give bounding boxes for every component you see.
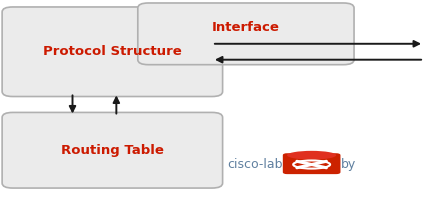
Ellipse shape: [287, 151, 336, 160]
Text: Routing Table: Routing Table: [61, 144, 164, 157]
FancyBboxPatch shape: [2, 112, 223, 188]
Text: cisco-lab: cisco-lab: [227, 158, 283, 171]
FancyBboxPatch shape: [2, 7, 223, 97]
Text: Protocol Structure: Protocol Structure: [43, 45, 182, 58]
Text: Interface: Interface: [212, 21, 280, 34]
FancyBboxPatch shape: [283, 153, 340, 174]
FancyBboxPatch shape: [138, 3, 354, 65]
Text: by: by: [340, 158, 356, 171]
